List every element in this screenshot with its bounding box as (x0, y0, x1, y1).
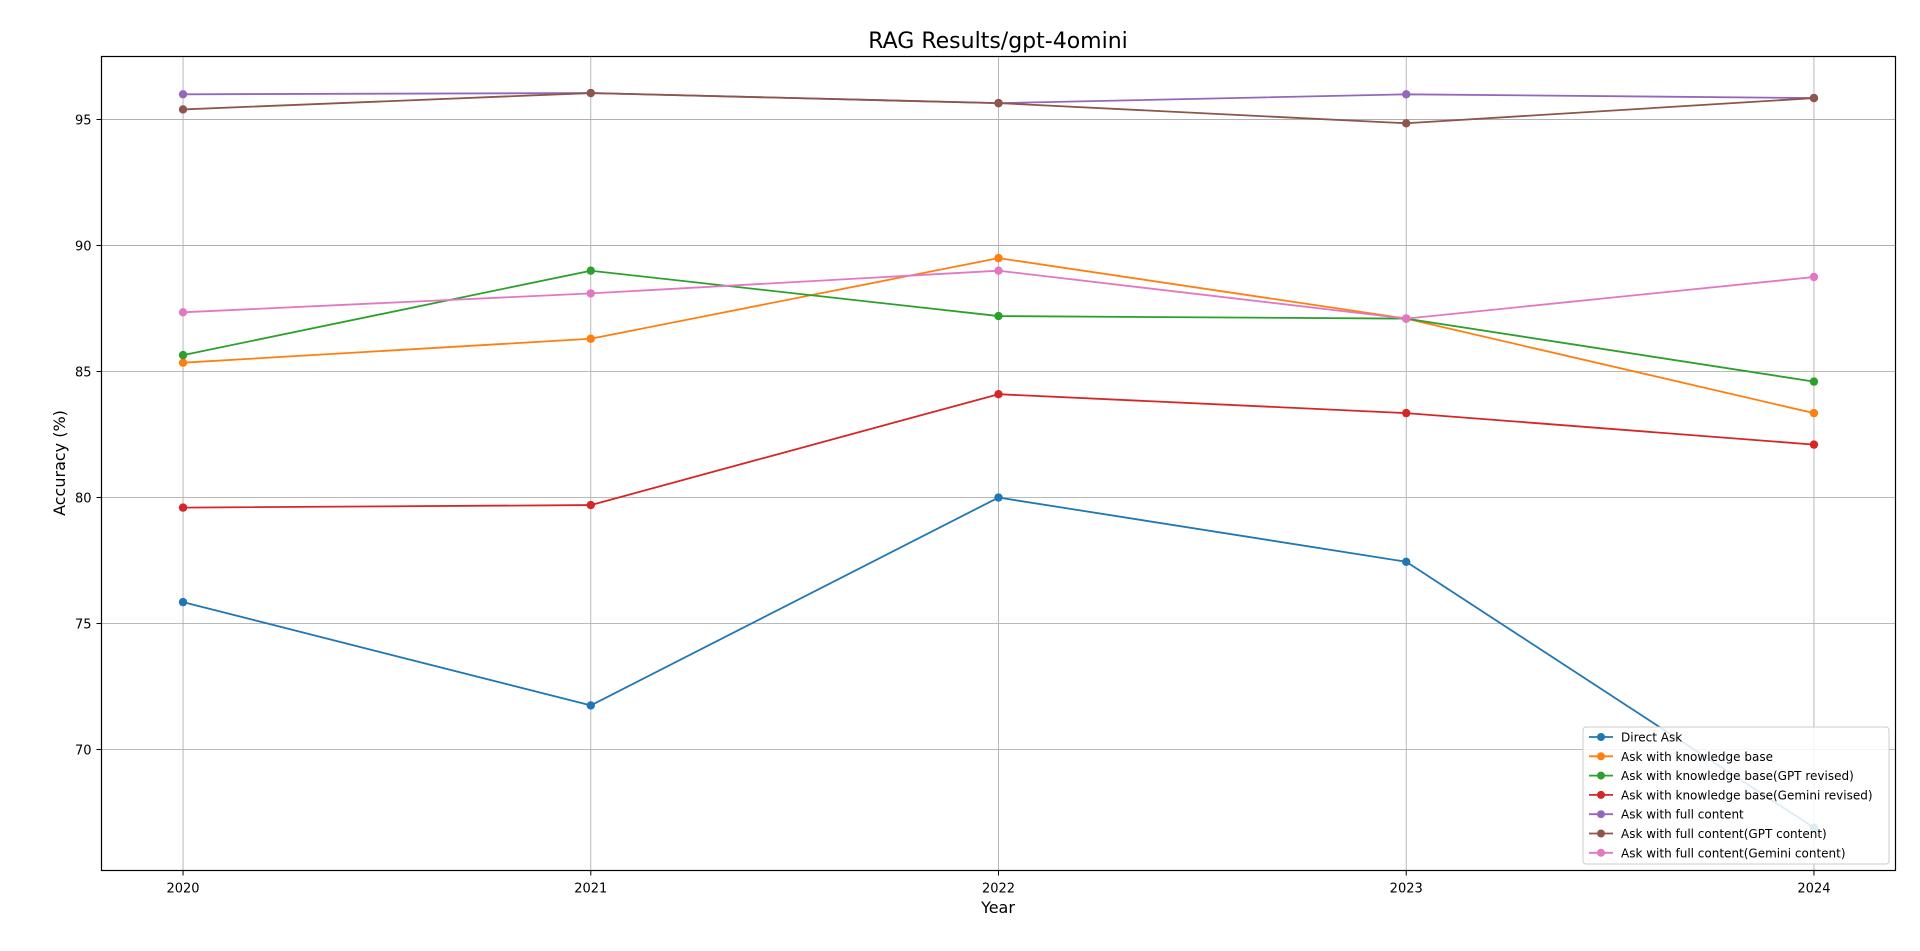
legend-label: Ask with full content(Gemini content) (1621, 846, 1846, 860)
x-tick-label: 2023 (1390, 882, 1423, 897)
data-point (1402, 90, 1411, 99)
data-point (1402, 314, 1411, 323)
legend-marker (1597, 829, 1605, 838)
y-tick-label: 70 (75, 744, 92, 759)
legend-label: Ask with full content(GPT content) (1621, 827, 1827, 841)
legend-marker (1597, 733, 1605, 741)
legend-marker (1597, 790, 1605, 799)
series-1 (178, 493, 1819, 832)
x-tick-label: 2022 (982, 882, 1015, 897)
legend-box (1582, 726, 1890, 865)
data-point (1809, 408, 1819, 418)
legend-entry: Ask with knowledge base (1589, 750, 1773, 764)
data-point (178, 350, 188, 360)
x-tick-label: 2021 (574, 882, 607, 897)
chart-title: RAG Results/gpt-4omini (868, 29, 1128, 54)
y-tick-label: 90 (75, 240, 92, 255)
y-tick-label: 95 (75, 114, 92, 129)
legend-label: Ask with full content (1621, 808, 1744, 822)
data-point (178, 105, 188, 114)
legend-entry: Ask with full content(GPT content) (1589, 827, 1827, 841)
data-point (1809, 93, 1819, 103)
data-point (178, 308, 188, 317)
series-4 (178, 389, 1819, 512)
data-point (994, 266, 1003, 275)
legend-marker (1597, 810, 1605, 819)
y-tick-label: 80 (75, 492, 92, 507)
legend-entry: Direct Ask (1589, 731, 1682, 745)
legend-entry: Ask with knowledge base(Gemini revised) (1589, 788, 1873, 802)
legend-marker (1597, 771, 1605, 780)
series-6 (178, 88, 1819, 128)
x-tick-label: 2024 (1797, 882, 1830, 897)
legend-entry: Ask with full content (1589, 808, 1744, 822)
legend-marker (1597, 752, 1605, 761)
data-point (586, 500, 595, 510)
y-axis-label: Accuracy (%) (50, 410, 69, 516)
data-point (586, 289, 595, 298)
data-point (994, 253, 1003, 263)
legend-label: Ask with knowledge base (1621, 750, 1773, 764)
y-tick-label: 75 (75, 618, 92, 633)
legend-label: Ask with knowledge base(GPT revised) (1621, 769, 1854, 783)
axis-ticks: 2020 2021 2022 2023 2024 70 75 80 85 90 95 (75, 114, 1831, 897)
data-point (178, 90, 188, 99)
legend-marker (1597, 848, 1605, 857)
y-tick-label: 85 (75, 366, 92, 381)
data-series (178, 88, 1819, 832)
data-point (994, 493, 1003, 502)
legend-entry: Ask with full content(Gemini content) (1589, 846, 1846, 860)
legend-label: Direct Ask (1621, 731, 1682, 745)
data-point (1402, 557, 1411, 566)
data-point (994, 389, 1003, 399)
data-point (1402, 119, 1411, 128)
data-point (1809, 377, 1819, 386)
data-point (586, 701, 595, 710)
x-axis-label: Year (980, 898, 1015, 917)
grid-lines (101, 56, 1896, 871)
data-point (178, 597, 188, 607)
data-point (994, 311, 1003, 321)
data-point (1809, 272, 1819, 282)
data-point (586, 334, 595, 343)
data-point (178, 358, 188, 367)
series-7 (178, 266, 1819, 323)
data-point (586, 88, 595, 98)
legend-label: Ask with knowledge base(Gemini revised) (1621, 788, 1873, 802)
data-point (994, 98, 1003, 108)
data-point (586, 266, 595, 275)
data-point (1402, 408, 1411, 418)
data-point (178, 503, 188, 512)
data-point (1809, 440, 1819, 449)
legend: Direct Ask Ask with knowledge base Ask wit… (1582, 726, 1890, 865)
legend-entry: Ask with knowledge base(GPT revised) (1589, 769, 1854, 783)
x-tick-label: 2020 (166, 882, 199, 897)
